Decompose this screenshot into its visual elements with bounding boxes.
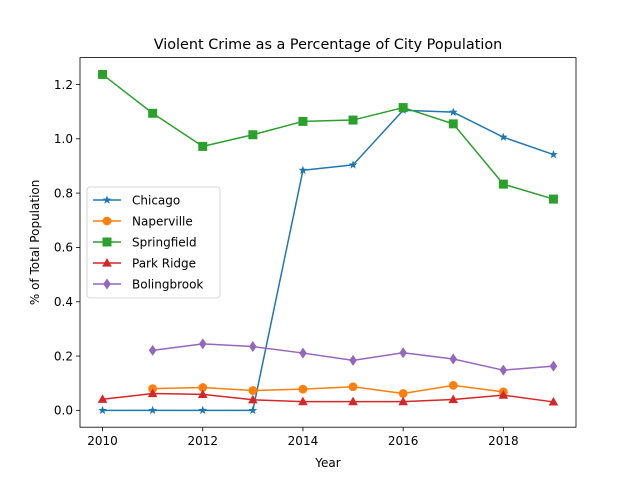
x-tick-label: 2010 — [87, 434, 118, 448]
data-point-chicago — [148, 405, 158, 415]
data-point-bolingbrook — [449, 353, 458, 365]
series-line-park-ridge — [102, 392, 554, 403]
data-point-park-ridge — [348, 396, 358, 406]
plot-area — [97, 69, 559, 415]
x-axis-label: Year — [314, 456, 340, 470]
data-point-springfield — [248, 130, 258, 140]
data-point-park-ridge — [248, 394, 258, 404]
data-point-bolingbrook — [148, 344, 157, 356]
series-springfield — [98, 69, 558, 204]
data-point-springfield — [498, 179, 508, 189]
data-point-springfield — [398, 103, 408, 113]
data-point-springfield — [348, 115, 358, 125]
x-axis: 2010 2012 2014 2016 2018 — [87, 427, 519, 448]
data-point-park-ridge — [197, 389, 208, 398]
x-tick-label: 2016 — [388, 434, 419, 448]
legend-label: Naperville — [132, 214, 193, 228]
data-point-naperville — [398, 389, 408, 398]
y-tick-label: 1.2 — [54, 78, 73, 92]
data-point-park-ridge — [147, 388, 158, 398]
data-point-bolingbrook — [299, 347, 307, 359]
data-point-naperville — [198, 383, 208, 392]
data-point-chicago — [248, 405, 258, 415]
series-park-ridge — [97, 388, 559, 406]
data-point-bolingbrook — [399, 347, 407, 359]
series-line-chicago — [102, 109, 554, 412]
data-point-bolingbrook — [499, 364, 508, 376]
series-naperville — [148, 380, 508, 398]
legend-box — [86, 186, 221, 299]
data-point-chicago — [348, 160, 358, 169]
data-point-park-ridge — [498, 390, 509, 399]
legend-swatch-marker — [103, 278, 111, 290]
data-point-park-ridge — [298, 396, 308, 406]
data-point-park-ridge — [97, 394, 108, 403]
data-point-naperville — [248, 386, 258, 395]
data-point-park-ridge — [448, 394, 459, 404]
y-tick-label: 0.0 — [54, 404, 73, 418]
series-bolingbrook — [148, 338, 558, 376]
legend-swatch-marker — [102, 216, 112, 226]
data-point-chicago — [498, 132, 508, 141]
legend-label: Bolingbrook — [132, 277, 203, 291]
data-point-naperville — [448, 380, 458, 390]
legend-item-chicago: Chicago — [93, 193, 180, 207]
data-point-bolingbrook — [198, 338, 207, 350]
data-point-naperville — [298, 384, 308, 394]
legend: Chicago Naperville Springfield Park Ridge Bo… — [86, 186, 221, 299]
data-point-chicago — [549, 149, 558, 159]
series-line-springfield — [102, 73, 554, 200]
legend-label: Chicago — [132, 193, 180, 207]
data-point-chicago — [448, 107, 458, 116]
y-tick-label: 0.6 — [54, 241, 73, 255]
y-axis-label: % of Total Population — [28, 180, 42, 305]
data-point-park-ridge — [548, 396, 559, 406]
x-tick-label: 2018 — [488, 434, 519, 448]
data-point-bolingbrook — [249, 341, 257, 353]
legend-swatch-marker — [102, 195, 112, 204]
data-point-bolingbrook — [549, 360, 558, 372]
y-tick-label: 0.2 — [54, 349, 73, 363]
data-point-springfield — [198, 141, 208, 151]
legend-item-naperville: Naperville — [93, 214, 193, 228]
x-tick-label: 2012 — [187, 434, 218, 448]
data-point-bolingbrook — [349, 354, 357, 366]
data-point-springfield — [98, 69, 108, 79]
legend-label: Springfield — [132, 235, 197, 249]
data-point-springfield — [548, 194, 558, 204]
data-point-chicago — [98, 405, 107, 415]
data-point-springfield — [148, 108, 158, 118]
data-point-chicago — [198, 405, 208, 415]
y-tick-label: 0.4 — [54, 295, 73, 309]
y-tick-label: 0.8 — [54, 186, 73, 200]
data-point-springfield — [448, 119, 458, 129]
data-point-naperville — [348, 382, 358, 392]
legend-item-bolingbrook: Bolingbrook — [93, 277, 203, 291]
y-axis: 0.0 0.2 0.4 0.6 0.8 1.0 1.2 — [54, 78, 80, 418]
series-line-naperville — [152, 384, 504, 395]
legend-item-springfield: Springfield — [93, 235, 197, 249]
plot-frame — [79, 57, 577, 428]
data-point-springfield — [298, 116, 308, 126]
data-point-park-ridge — [398, 396, 408, 406]
legend-label: Park Ridge — [132, 256, 196, 270]
x-tick-label: 2014 — [288, 434, 319, 448]
legend-item-park-ridge: Park Ridge — [93, 256, 196, 270]
legend-swatch-marker — [102, 237, 112, 247]
legend-swatch-marker — [102, 258, 112, 267]
chart-title: Violent Crime as a Percentage of City Po… — [154, 37, 503, 53]
data-point-chicago — [298, 165, 308, 175]
y-tick-label: 1.0 — [54, 132, 73, 146]
